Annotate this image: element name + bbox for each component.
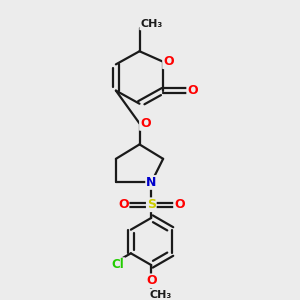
Text: O: O bbox=[146, 274, 157, 287]
Text: O: O bbox=[163, 55, 174, 68]
Text: O: O bbox=[174, 198, 185, 211]
Text: CH₃: CH₃ bbox=[149, 290, 172, 299]
Text: N: N bbox=[146, 176, 157, 189]
Text: O: O bbox=[140, 117, 151, 130]
Text: Cl: Cl bbox=[112, 258, 124, 271]
Text: S: S bbox=[147, 198, 156, 211]
Text: CH₃: CH₃ bbox=[140, 20, 162, 29]
Text: O: O bbox=[118, 198, 128, 211]
Text: O: O bbox=[187, 84, 198, 97]
